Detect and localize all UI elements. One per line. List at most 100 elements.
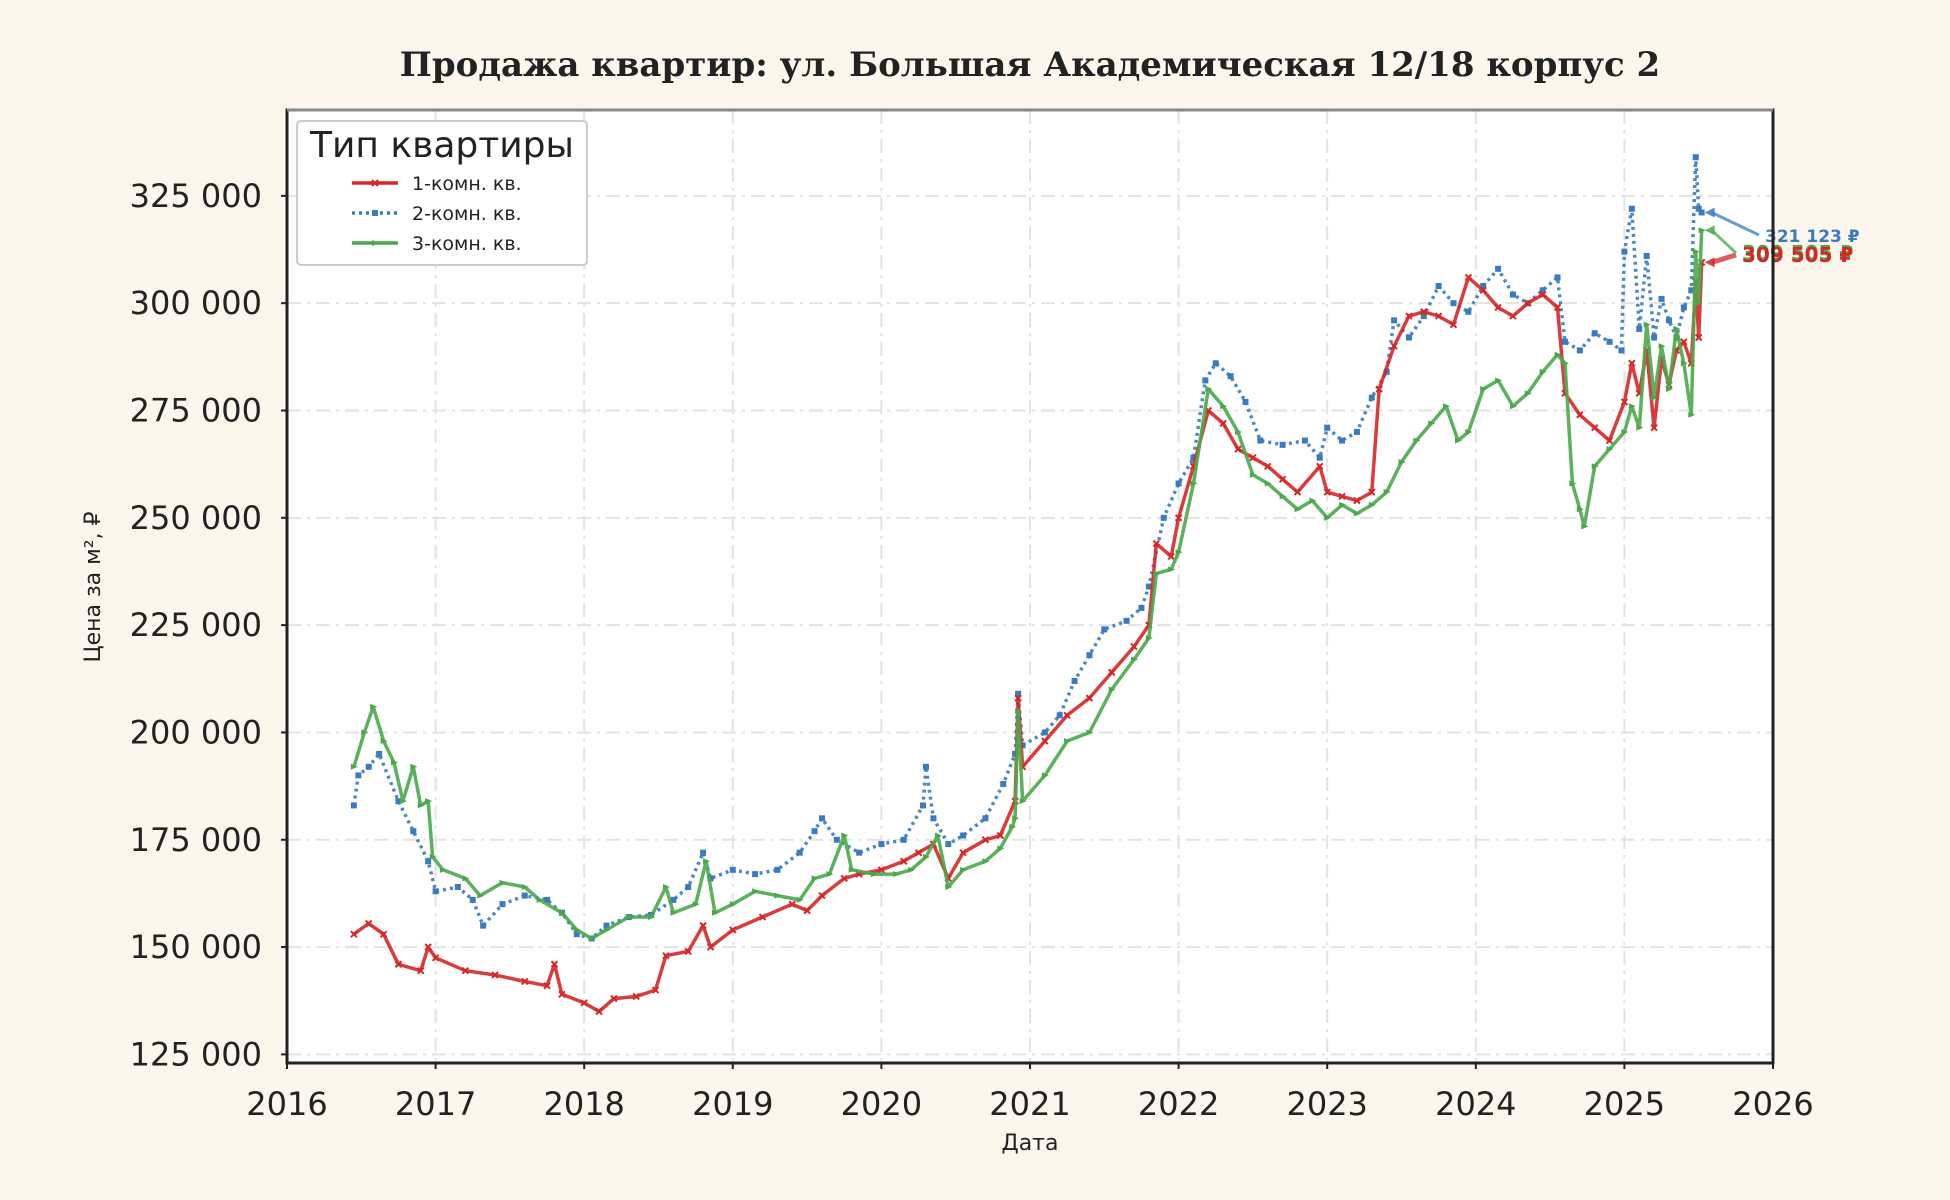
- series-point: [417, 966, 425, 975]
- series-point: [1509, 291, 1516, 298]
- series-point: [1108, 668, 1116, 677]
- legend-box: [296, 120, 588, 266]
- series-point: [610, 994, 618, 1003]
- series-point: [1621, 248, 1628, 255]
- series-point: [1235, 428, 1243, 435]
- series-point: [1234, 445, 1242, 453]
- end-label-arrowhead: [1704, 207, 1715, 218]
- series-point: [1636, 424, 1644, 431]
- series-point: [1071, 677, 1078, 684]
- series-point: [1152, 539, 1161, 548]
- series-point: [981, 836, 990, 844]
- legend-item-2: 2-комн. кв.: [352, 203, 522, 225]
- series-point: [1019, 798, 1027, 805]
- series-point: [900, 836, 907, 843]
- series-point: [1554, 351, 1562, 358]
- series-point: [1064, 738, 1072, 745]
- series-point: [1160, 514, 1167, 521]
- series-point: [1480, 386, 1488, 393]
- series-point: [580, 999, 588, 1007]
- series-point: [550, 960, 559, 968]
- series-point: [469, 896, 476, 903]
- x-tick-label: 2021: [989, 1085, 1070, 1123]
- series-point: [1130, 642, 1138, 651]
- series-point: [1658, 295, 1665, 302]
- x-axis-ticks: 2016 2017 2018 2019 2020 2021 2022 2023 2024 2025…: [246, 1063, 1814, 1123]
- series-point: [1698, 227, 1706, 234]
- series-point: [729, 926, 737, 934]
- series-line: [352, 230, 1704, 941]
- end-label-arrow: [1710, 229, 1738, 255]
- series-point: [1495, 377, 1503, 384]
- series-point: [1175, 480, 1182, 487]
- series-point: [1257, 437, 1264, 444]
- series-point: [1015, 690, 1022, 697]
- series-point: [1174, 514, 1183, 522]
- series-point: [1561, 338, 1568, 345]
- series-point: [1398, 459, 1406, 466]
- series-point: [752, 888, 760, 895]
- series-point: [877, 866, 886, 874]
- series-point: [699, 921, 707, 930]
- series-point: [632, 992, 640, 1001]
- series-point: [1249, 471, 1257, 478]
- series-point: [480, 922, 487, 929]
- series-point: [1680, 360, 1688, 367]
- series-point: [1175, 549, 1183, 556]
- series-point: [1375, 385, 1383, 393]
- series-point: [1279, 493, 1287, 500]
- series-point: [811, 875, 819, 882]
- series-point: [878, 841, 885, 848]
- series-point: [491, 971, 499, 979]
- series-point: [1554, 274, 1561, 281]
- series-point: [803, 906, 811, 915]
- series-point: [1650, 423, 1658, 432]
- series-point: [1413, 437, 1421, 444]
- series-point: [1212, 360, 1219, 367]
- series-point: [1576, 347, 1583, 354]
- series-point: [350, 763, 358, 770]
- series-point: [410, 763, 418, 770]
- x-tick-label: 2026: [1732, 1085, 1813, 1123]
- series-point: [1405, 312, 1413, 320]
- series-point: [1673, 325, 1681, 332]
- series-point: [1009, 823, 1017, 830]
- series-point: [1202, 377, 1209, 384]
- series-point: [729, 901, 737, 908]
- series-point: [1294, 506, 1302, 513]
- series-point: [588, 935, 596, 942]
- series-point: [922, 853, 930, 860]
- series-point: [1015, 707, 1023, 714]
- series-point: [544, 896, 551, 903]
- x-tick-label: 2023: [1286, 1085, 1367, 1123]
- series-point: [982, 815, 989, 822]
- series-point: [380, 738, 388, 745]
- series-point: [1324, 424, 1331, 431]
- series-point: [1688, 411, 1696, 418]
- x-tick-label: 2018: [543, 1085, 624, 1123]
- series-point: [1086, 652, 1093, 659]
- series-point: [848, 866, 856, 873]
- series-point: [462, 875, 470, 882]
- series-point: [425, 798, 433, 805]
- series-point: [774, 892, 782, 899]
- series-point: [1524, 390, 1532, 397]
- y-tick-label: 150 000: [130, 928, 262, 966]
- series-point: [1590, 423, 1599, 432]
- series-point: [1643, 252, 1650, 259]
- series-point: [1085, 694, 1094, 702]
- series-point: [1309, 497, 1317, 504]
- series-point: [685, 883, 692, 890]
- series-point: [1293, 488, 1302, 496]
- series-point: [1219, 419, 1227, 428]
- series-point: [1145, 583, 1152, 590]
- series-point: [1591, 463, 1599, 470]
- series-point: [1651, 334, 1658, 341]
- series-point: [1680, 304, 1687, 311]
- series-point: [662, 951, 670, 960]
- series-point: [796, 896, 804, 903]
- series-point: [1324, 514, 1332, 521]
- series-point: [1368, 394, 1375, 401]
- series-point: [1680, 338, 1688, 346]
- series-point: [959, 848, 967, 857]
